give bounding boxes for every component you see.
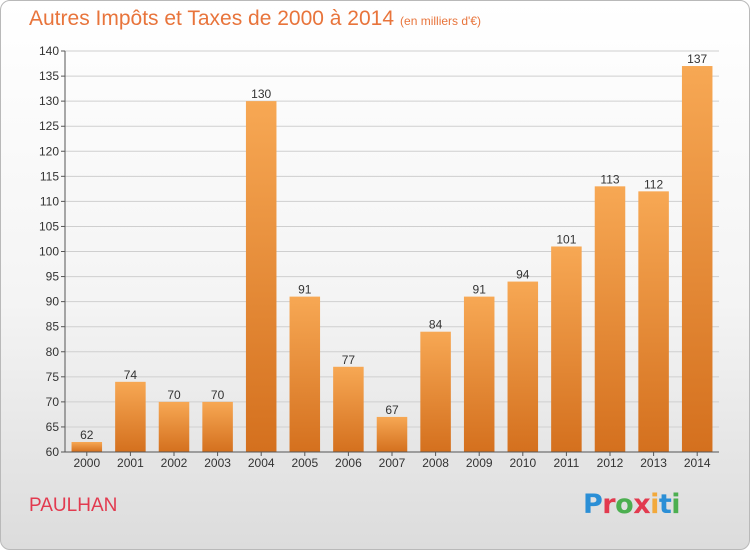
bar-2001 — [115, 381, 146, 452]
bar-2007 — [376, 416, 408, 452]
x-tick-label: 2012 — [597, 456, 624, 470]
bar-2009 — [463, 296, 495, 452]
y-tick-label: 135 — [39, 69, 59, 83]
data-label-2006: 77 — [342, 353, 356, 367]
x-tick-label: 2003 — [204, 456, 231, 470]
x-tick-label: 2008 — [422, 456, 449, 470]
x-tick-label: 2004 — [248, 456, 275, 470]
bar-2002 — [158, 401, 190, 452]
logo-letter: o — [615, 489, 634, 520]
bar-2004 — [245, 101, 277, 452]
y-tick-label: 120 — [39, 144, 59, 158]
y-tick-label: 60 — [46, 445, 60, 459]
bar-2012 — [594, 186, 626, 452]
data-label-2007: 67 — [385, 403, 399, 417]
x-tick-label: 2011 — [553, 456, 579, 470]
logo-letter: P — [583, 489, 603, 520]
data-label-2001: 74 — [124, 368, 138, 382]
y-tick-label: 95 — [46, 270, 60, 284]
y-tick-label: 100 — [39, 245, 59, 259]
x-tick-label: 2001 — [117, 456, 144, 470]
data-label-2009: 91 — [473, 283, 487, 297]
x-tick-label: 2013 — [640, 456, 667, 470]
y-tick-label: 140 — [39, 44, 59, 58]
x-tick-label: 2002 — [161, 456, 188, 470]
bars — [71, 66, 713, 452]
y-tick-label: 125 — [39, 119, 59, 133]
data-label-2008: 84 — [429, 318, 443, 332]
logo-letter: x — [633, 489, 651, 520]
bar-2003 — [202, 401, 233, 452]
data-label-2002: 70 — [167, 388, 181, 402]
axes — [64, 51, 719, 456]
bar-2000 — [71, 441, 103, 452]
x-tick-label: 2009 — [466, 456, 493, 470]
y-tick-label: 85 — [46, 320, 60, 334]
x-tick-label: 2005 — [291, 456, 318, 470]
data-label-2000: 62 — [80, 428, 94, 442]
data-label-2004: 130 — [251, 87, 271, 101]
y-tick-label: 65 — [46, 420, 60, 434]
data-label-2013: 112 — [644, 177, 663, 191]
data-label-2005: 91 — [298, 283, 312, 297]
y-tick-label: 75 — [46, 370, 60, 384]
x-tick-label: 2006 — [335, 456, 362, 470]
logo-letter: i — [671, 489, 681, 520]
y-tick-label: 110 — [40, 194, 59, 208]
place-name: PAULHAN — [29, 495, 118, 516]
y-tick-label: 70 — [46, 395, 60, 409]
logo-letter: t — [658, 489, 672, 520]
y-tick-label: 80 — [46, 345, 60, 359]
x-tick-label: 2007 — [379, 456, 406, 470]
proxiti-logo: Proxiti — [583, 489, 681, 520]
bar-2010 — [507, 281, 539, 452]
y-tick-label: 115 — [40, 169, 59, 183]
x-tick-label: 2000 — [73, 456, 100, 470]
data-label-2012: 113 — [600, 172, 619, 186]
data-label-2003: 70 — [211, 388, 225, 402]
chart-title-unit: (en milliers d'€) — [400, 14, 482, 28]
logo-letter: i — [650, 489, 659, 520]
x-tick-label: 2014 — [684, 456, 711, 470]
data-label-2014: 137 — [687, 52, 707, 66]
data-label-2010: 94 — [516, 268, 530, 282]
x-tick-label: 2010 — [509, 456, 536, 470]
y-tick-label: 90 — [46, 295, 60, 309]
chart-title-main: Autres Impôts et Taxes de 2000 à 2014 — [29, 7, 395, 30]
logo-letter: r — [602, 489, 616, 520]
bar-2006 — [333, 366, 364, 452]
y-tick-label: 105 — [39, 219, 59, 233]
bar-2011 — [551, 246, 582, 452]
data-label-2011: 101 — [556, 232, 576, 246]
x-tick-labels: 2000 2001 2002 2003 2004 2005 2006 2007 2008 2009… — [73, 456, 710, 470]
bar-2005 — [289, 296, 321, 452]
chart-title: Autres Impôts et Taxes de 2000 à 2014 (en… — [29, 7, 481, 31]
y-tick-label: 130 — [39, 94, 59, 108]
bar-2014 — [681, 66, 713, 452]
y-tick-labels: 60 65 70 75 80 85 90 95 100 105 110 115 120 125 130 135… — [39, 44, 59, 459]
bar-2008 — [420, 331, 451, 452]
data-labels: 62 74 70 70 130 91 77 67 84 91 94 101 113 112 137 — [80, 52, 707, 442]
bar-2013 — [638, 191, 669, 452]
